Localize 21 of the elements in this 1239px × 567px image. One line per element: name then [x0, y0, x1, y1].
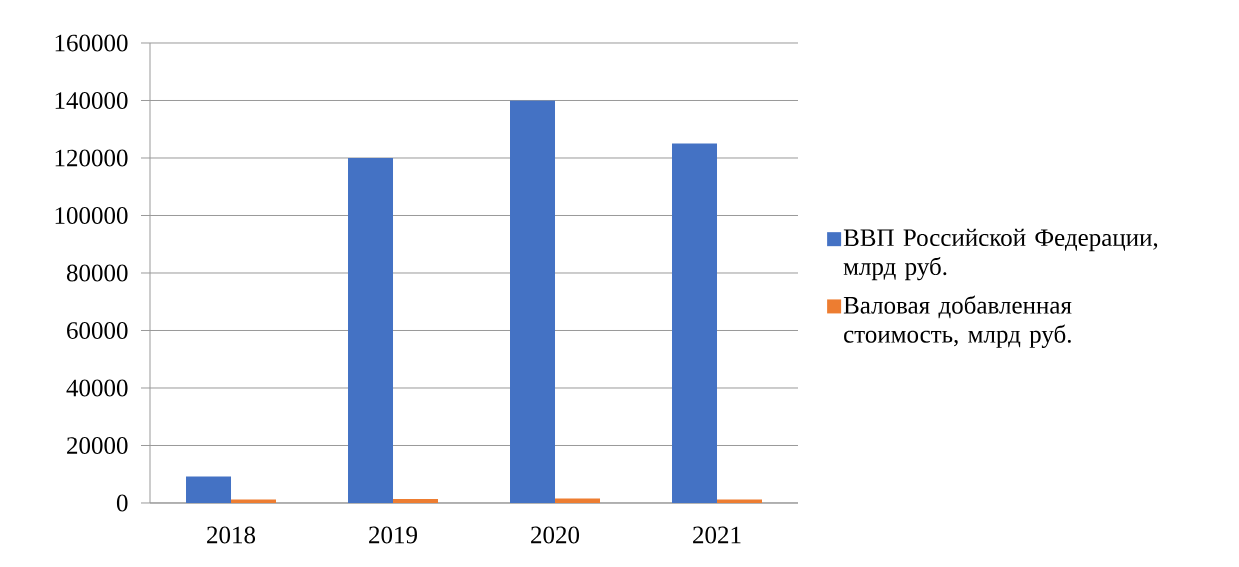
y-tick-label: 20000	[67, 437, 128, 454]
bar	[672, 143, 718, 503]
y-tick-label: 120000	[55, 149, 128, 167]
x-tick-label: 2020	[531, 526, 580, 544]
bar	[510, 100, 556, 503]
bar	[186, 476, 232, 503]
bar	[393, 498, 439, 503]
legend-label: ВВП Российской Федерации, млрд руб.	[843, 228, 1158, 281]
legend-label: Валовая добавленная стоимость, млрд руб.	[843, 295, 1072, 348]
bar	[348, 157, 394, 503]
y-tick-label: 140000	[55, 92, 128, 109]
x-tick-label: 2019	[369, 526, 417, 544]
y-tick-label: 160000	[55, 34, 128, 52]
y-tick-label: 0	[116, 494, 128, 512]
bar	[555, 498, 600, 503]
y-tick-label: 100000	[55, 207, 128, 224]
y-tick-label: 80000	[66, 264, 128, 282]
y-tick-label: 40000	[66, 379, 128, 397]
y-tick-label: 60000	[67, 322, 128, 339]
x-tick-label: 2021	[693, 526, 741, 544]
x-tick-label: 2018	[207, 526, 256, 544]
